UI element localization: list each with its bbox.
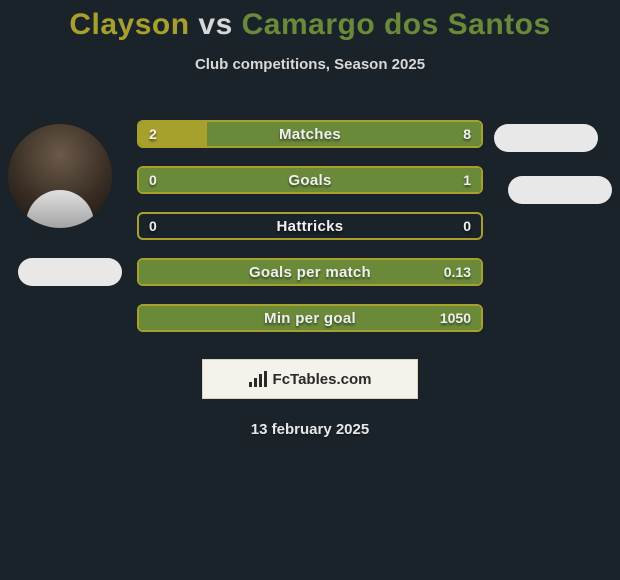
stat-bar: Matches2 8: [137, 120, 483, 148]
bars-icon: [249, 371, 267, 387]
logo-text: FcTables.com: [273, 371, 372, 388]
stat-label: Goals per match: [139, 260, 481, 284]
stat-value-right: 0: [463, 214, 471, 238]
page-title: Clayson vs Camargo dos Santos: [0, 8, 620, 42]
subtitle: Club competitions, Season 2025: [0, 56, 620, 73]
stat-row: Matches2 8: [0, 111, 620, 157]
stat-value-right: 1: [463, 168, 471, 192]
stat-label: Hattricks: [139, 214, 481, 238]
stat-value-left: 0: [149, 168, 157, 192]
source-logo: FcTables.com: [202, 359, 418, 399]
stat-row: Hattricks0 0: [0, 203, 620, 249]
stat-row: Goals0 1: [0, 157, 620, 203]
date-text: 13 february 2025: [0, 421, 620, 438]
stat-bar: Goals0 1: [137, 166, 483, 194]
stat-value-right: 8: [463, 122, 471, 146]
stat-bar: Min per goal1050: [137, 304, 483, 332]
stat-label: Goals: [139, 168, 481, 192]
stat-value-right: 0.13: [444, 260, 471, 284]
stat-value-left: 0: [149, 214, 157, 238]
stat-label: Min per goal: [139, 306, 481, 330]
stat-bar: Hattricks0 0: [137, 212, 483, 240]
stat-row: Goals per match0.13: [0, 249, 620, 295]
comparison-card: Clayson vs Camargo dos Santos Club compe…: [0, 0, 620, 438]
stat-row: Min per goal1050: [0, 295, 620, 341]
stat-value-left: 2: [149, 122, 157, 146]
stat-label: Matches: [139, 122, 481, 146]
stats-list: Matches28Goals01Hattricks00Goals per mat…: [0, 111, 620, 341]
stat-bar: Goals per match0.13: [137, 258, 483, 286]
vs-text: vs: [198, 8, 232, 41]
stat-value-right: 1050: [440, 306, 471, 330]
player2-name: Camargo dos Santos: [242, 8, 551, 41]
player1-name: Clayson: [69, 8, 189, 41]
